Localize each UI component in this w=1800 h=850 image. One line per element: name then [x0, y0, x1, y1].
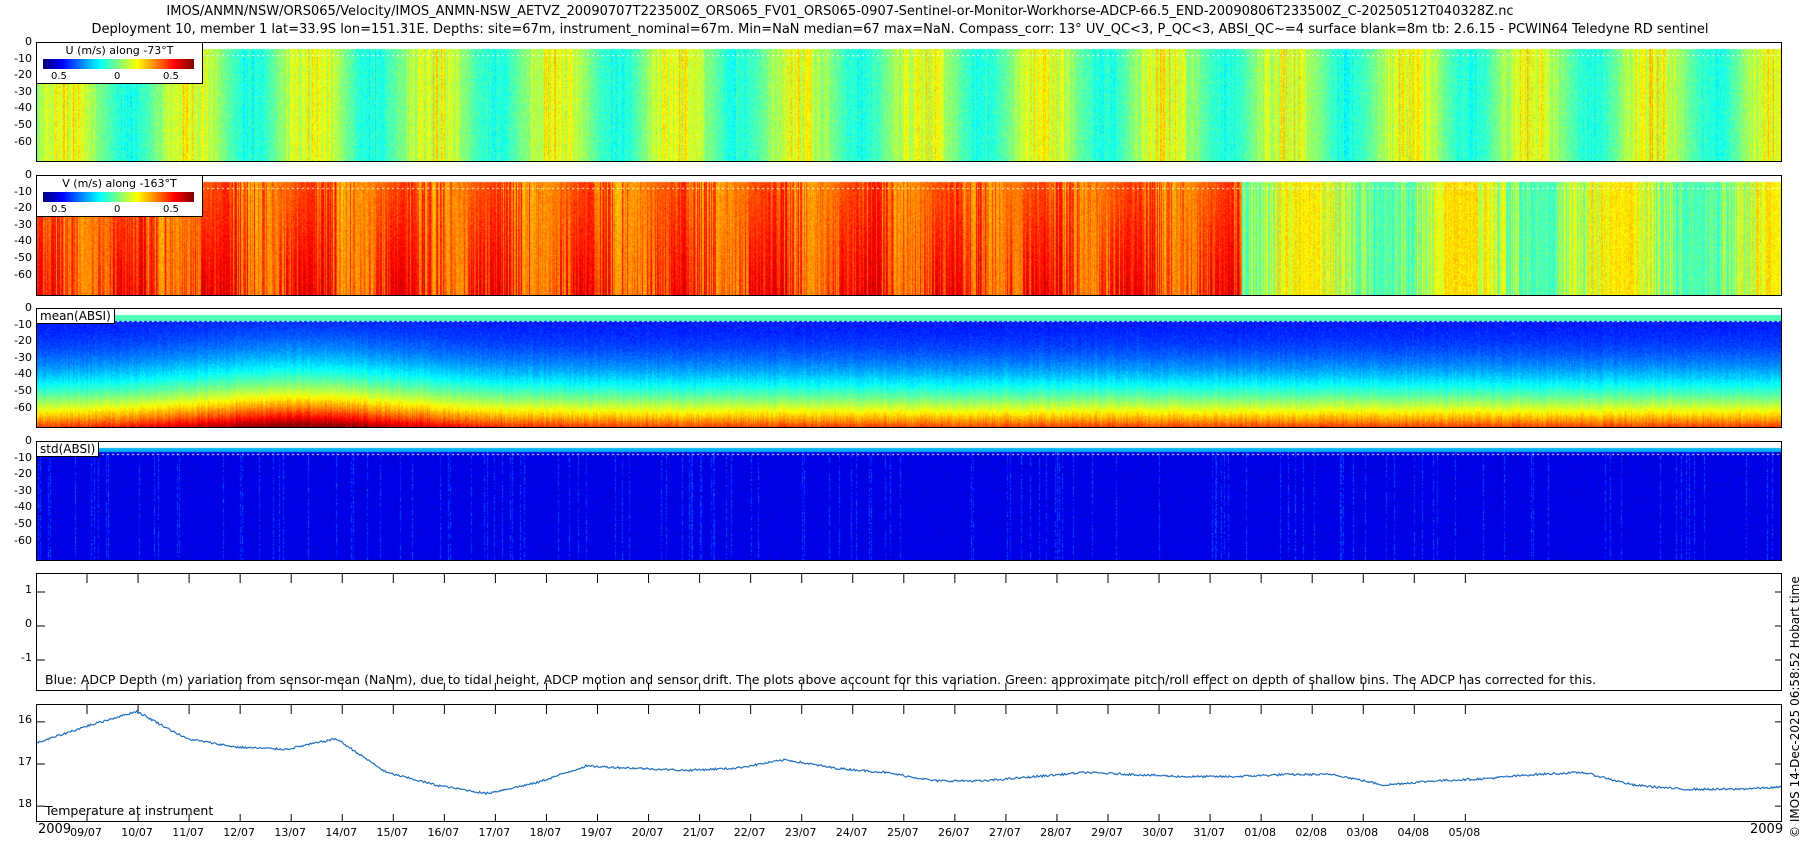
v-colorbar-mid: 0	[114, 204, 121, 215]
year-label-left: 2009	[38, 822, 72, 837]
depth-tick-label: -30	[14, 483, 32, 497]
depth-tick-label: -20	[14, 334, 32, 348]
mean-absi-heatmap	[37, 309, 1781, 427]
year-label-right: 2009	[1750, 822, 1784, 837]
std-absi-tag: std(ABSI)	[37, 442, 100, 457]
depth-tick-label: -10	[14, 51, 32, 65]
date-tick-label: 25/07	[886, 826, 919, 839]
date-tick-label: 01/08	[1244, 826, 1276, 839]
date-tick-label: 12/07	[223, 826, 255, 839]
depth-tick-label: 0	[25, 301, 32, 314]
std-absi-panel: std(ABSI)	[36, 441, 1782, 561]
depth-y-tick-label: 1	[25, 583, 32, 596]
temperature-line	[37, 709, 1781, 796]
depth-tick-label: -30	[14, 84, 32, 98]
depth-tick-label: -40	[14, 101, 32, 115]
depth-tick-label: -10	[14, 317, 32, 331]
depth-tick-label: -30	[14, 217, 32, 231]
date-tick-label: 03/08	[1346, 826, 1379, 839]
depth-tick-label: -20	[14, 201, 32, 215]
date-tick-label: 24/07	[835, 826, 868, 839]
depth-y-tick-label: 0	[25, 617, 32, 630]
v-velocity-heatmap	[37, 176, 1781, 295]
figure-title-path: IMOS/ANMN/NSW/ORS065/Velocity/IMOS_ANMN-…	[166, 4, 1514, 19]
depth-variation-note: Blue: ADCP Depth (m) variation from sens…	[45, 672, 1597, 687]
date-tick-label: 31/07	[1193, 826, 1225, 839]
date-tick-label: 20/07	[631, 826, 664, 839]
temperature-label: Temperature at instrument	[45, 803, 214, 818]
date-tick-label: 16/07	[427, 826, 460, 839]
date-tick-label: 19/07	[580, 826, 613, 839]
depth-tick-label: -50	[14, 517, 32, 530]
u-colorbar	[43, 59, 194, 69]
depth-tick-label: 0	[25, 35, 32, 48]
v-colorbar-right: 0.5	[163, 204, 179, 215]
date-tick-label: 04/08	[1397, 826, 1430, 839]
date-tick-label: 22/07	[733, 826, 766, 839]
date-tick-label: 10/07	[121, 826, 153, 839]
depth-tick-label: -60	[14, 533, 32, 547]
depth-tick-label: -60	[14, 400, 32, 414]
depth-tick-label: -60	[14, 267, 32, 281]
date-tick-label: 09/07	[70, 826, 102, 839]
u-velocity-heatmap	[37, 43, 1781, 161]
date-tick-label: 29/07	[1091, 826, 1123, 839]
v-legend: V (m/s) along -163°T 0.5 0 0.5	[37, 176, 203, 217]
v-colorbar	[43, 192, 194, 202]
date-tick-label: 14/07	[325, 826, 358, 839]
date-tick-label: 23/07	[784, 826, 817, 839]
date-tick-label: 11/07	[172, 826, 204, 839]
figure-title-details: Deployment 10, member 1 lat=33.9S lon=15…	[91, 22, 1709, 37]
depth-tick-label: -60	[14, 134, 32, 148]
depth-tick-label: -50	[14, 118, 32, 131]
date-tick-label: 28/07	[1040, 826, 1072, 839]
depth-tick-label: -40	[14, 234, 32, 248]
u-legend: U (m/s) along -73°T 0.5 0 0.5	[37, 43, 203, 84]
std-absi-heatmap	[37, 442, 1781, 560]
date-tick-label: 05/08	[1448, 826, 1481, 839]
date-tick-label: 26/07	[937, 826, 970, 839]
u-colorbar-right: 0.5	[163, 71, 179, 82]
depth-tick-label: -40	[14, 500, 32, 514]
depth-tick-label: -10	[14, 184, 32, 198]
copyright-timestamp: © IMOS 14-Dec-2025 06:58:52 Hobart time	[1788, 576, 1800, 838]
depth-tick-label: 0	[25, 168, 32, 181]
depth-tick-label: -50	[14, 251, 32, 264]
date-tick-label: 21/07	[682, 826, 715, 839]
date-tick-label: 18/07	[529, 826, 562, 839]
depth-variation-panel: Blue: ADCP Depth (m) variation from sens…	[36, 573, 1782, 691]
temperature-panel: Temperature at instrument	[36, 704, 1782, 822]
temp-y-tick-label: 16	[18, 712, 32, 726]
date-tick-label: 15/07	[376, 826, 409, 839]
depth-tick-label: -10	[14, 450, 32, 464]
temp-y-tick-label: 17	[18, 755, 32, 768]
depth-tick-label: -40	[14, 367, 32, 381]
depth-tick-label: -50	[14, 384, 32, 397]
temperature-axes	[37, 705, 1781, 821]
u-colorbar-mid: 0	[114, 71, 121, 82]
date-tick-label: 27/07	[989, 826, 1021, 839]
u-velocity-panel: U (m/s) along -73°T 0.5 0 0.5	[36, 42, 1782, 162]
temp-y-tick-label: 18	[18, 797, 32, 811]
date-tick-label: 30/07	[1142, 826, 1174, 839]
u-colorbar-left: 0.5	[51, 71, 67, 82]
v-colorbar-left: 0.5	[51, 204, 67, 215]
date-tick-label: 17/07	[478, 826, 511, 839]
depth-y-tick-label: -1	[21, 651, 32, 664]
depth-variation-axes	[37, 574, 1781, 690]
depth-tick-label: -20	[14, 68, 32, 82]
v-velocity-panel: V (m/s) along -163°T 0.5 0 0.5	[36, 175, 1782, 296]
depth-tick-label: 0	[25, 434, 32, 447]
depth-tick-label: -20	[14, 467, 32, 481]
mean-absi-tag: mean(ABSI)	[37, 309, 115, 324]
date-tick-label: 13/07	[274, 826, 307, 839]
v-legend-title: V (m/s) along -163°T	[62, 177, 177, 190]
depth-tick-label: -30	[14, 350, 32, 364]
mean-absi-panel: mean(ABSI)	[36, 308, 1782, 428]
u-legend-title: U (m/s) along -73°T	[65, 44, 174, 57]
date-tick-label: 02/08	[1295, 826, 1328, 839]
